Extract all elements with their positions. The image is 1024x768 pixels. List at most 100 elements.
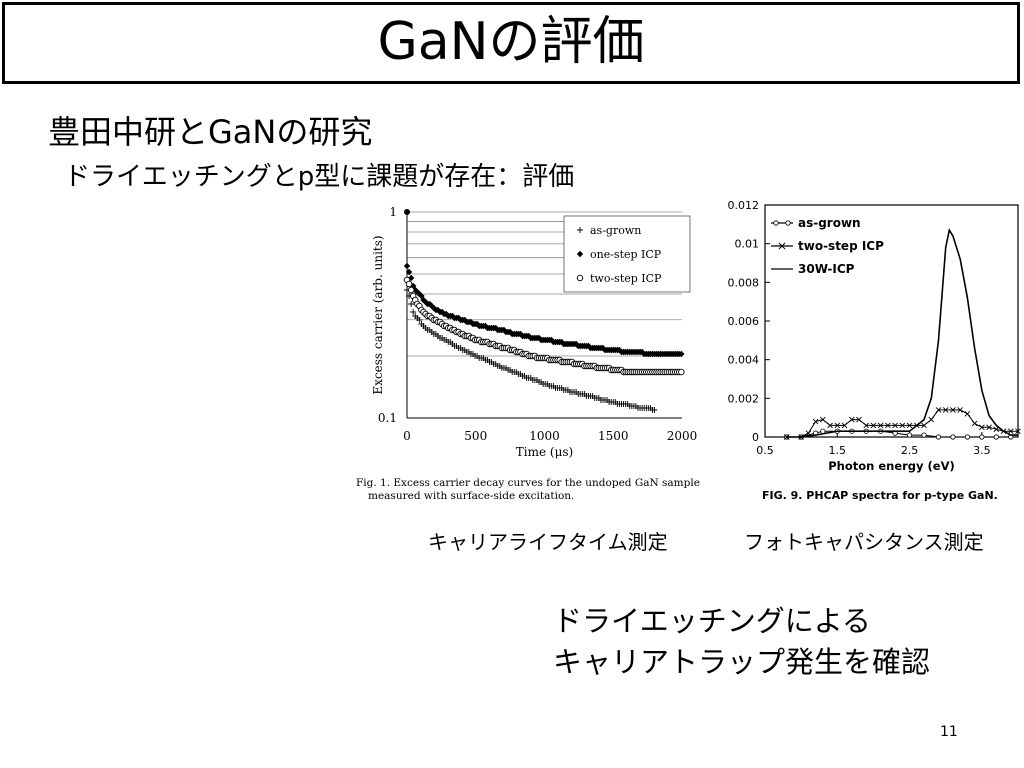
diamond-marker — [473, 320, 481, 328]
x-tick-label: 0.5 — [756, 444, 774, 457]
diamond-marker — [467, 318, 475, 326]
circle-marker — [935, 434, 942, 440]
figure-caption-line-1: Fig. 1. Excess carrier decay curves for … — [356, 477, 700, 489]
x-marker — [856, 416, 862, 423]
y-tick-label: 0.012 — [728, 199, 760, 212]
x-marker — [827, 422, 833, 429]
series-30W-ICP — [786, 227, 1018, 438]
circle-marker — [950, 434, 956, 440]
x-tick-label: 2000 — [667, 429, 698, 443]
figure-caption: FIG. 9. PHCAP spectra for p-type GaN. — [762, 489, 998, 502]
series-as-grown — [404, 287, 658, 413]
slide-subheading: ドライエッチングとp型に課題が存在：評価 — [64, 162, 575, 192]
title-box: GaNの評価 — [2, 2, 1020, 84]
x-axis-label: Photon energy (eV) — [828, 459, 955, 473]
diamond-marker — [678, 350, 685, 358]
circle-marker — [576, 274, 584, 282]
legend-label: two-step ICP — [590, 272, 662, 285]
diamond-marker — [416, 290, 423, 298]
x-marker — [921, 422, 927, 429]
legend-label: as-grown — [590, 224, 641, 237]
legend-label: 30W-ICP — [798, 262, 855, 276]
x-marker — [805, 430, 812, 436]
diamond-marker — [576, 250, 584, 258]
y-tick-label: 0.002 — [728, 392, 760, 405]
circle-marker — [993, 434, 999, 440]
diamond-marker — [517, 330, 524, 338]
diamond-marker — [461, 316, 468, 324]
diamond-marker — [616, 346, 623, 354]
legend-marker — [778, 242, 786, 250]
phcap-spectra-chart: 0 0.002 0.004 0.006 0.008 0.01 0.012 0.5 1.5 2.5 3… — [728, 199, 1021, 502]
diamond-marker — [418, 292, 425, 300]
y-tick-label: 1 — [389, 205, 397, 219]
diamond-marker — [548, 336, 555, 344]
diamond-marker — [525, 332, 532, 340]
x-marker — [1015, 428, 1021, 435]
diamond-marker — [428, 302, 435, 310]
x-marker — [892, 422, 898, 429]
x-marker — [986, 424, 992, 431]
y-tick-label: 0.006 — [728, 315, 760, 328]
x-marker — [841, 422, 848, 429]
circle-marker — [405, 280, 413, 288]
diamond-marker — [492, 324, 499, 332]
y-axis-label: Excess carrier (arb. units) — [371, 235, 385, 394]
diamond-marker — [403, 262, 411, 270]
x-marker — [899, 422, 906, 429]
series-one-step-ICP — [403, 262, 685, 358]
diamond-marker — [405, 268, 413, 276]
circle-marker — [407, 286, 415, 294]
diamond-marker — [482, 322, 489, 330]
series-line — [786, 227, 1018, 438]
diamond-marker — [558, 338, 565, 346]
diamond-marker — [449, 312, 456, 320]
legend-box — [563, 215, 691, 293]
diamond-marker — [572, 340, 580, 348]
diamond-marker — [412, 286, 419, 294]
x-marker — [942, 407, 949, 413]
diamond-marker — [430, 304, 438, 312]
x-marker — [885, 422, 891, 429]
diamond-marker — [434, 306, 442, 314]
plus-marker — [416, 317, 423, 323]
page-number: 11 — [940, 724, 958, 740]
y-tick-label: 0.004 — [728, 354, 760, 367]
diamond-marker — [422, 298, 429, 306]
diamond-marker — [414, 288, 421, 296]
diamond-marker — [455, 314, 462, 322]
x-tick-label: 500 — [464, 429, 487, 443]
legend-marker — [773, 220, 779, 226]
circle-marker — [678, 368, 685, 376]
slide-title: GaNの評価 — [377, 12, 645, 72]
series-two-step-ICP — [783, 407, 1021, 440]
x-marker — [979, 424, 985, 431]
x-marker — [848, 416, 855, 423]
x-marker — [820, 416, 826, 423]
conclusion-line-2: キャリアトラップ発生を確認 — [553, 645, 931, 679]
legend-label: as-grown — [798, 216, 861, 230]
circle-marker — [906, 432, 913, 438]
legend-label: one-step ICP — [590, 248, 662, 261]
x-marker — [957, 407, 963, 413]
diamond-marker — [638, 348, 646, 356]
carrier-decay-chart: 1 0.1 0 500 1000 1500 2000 Time (μs) Excess carr… — [356, 205, 700, 502]
diamond-marker — [420, 296, 427, 304]
diamond-marker — [409, 282, 417, 290]
x-tick-label: 2.5 — [901, 444, 919, 457]
conclusion-line-1: ドライエッチングによる — [553, 604, 871, 638]
x-tick-label: 1.5 — [829, 444, 847, 457]
diamond-marker — [599, 344, 607, 352]
diamond-marker — [426, 300, 433, 308]
series-two-step-ICP — [403, 276, 685, 376]
diamond-marker — [438, 308, 446, 316]
x-marker — [1007, 428, 1014, 435]
caption-lifetime: キャリアライフタイム測定 — [428, 530, 668, 554]
diamond-marker — [500, 326, 508, 334]
x-marker — [870, 422, 877, 429]
x-marker — [950, 407, 956, 413]
x-tick-label: 0 — [403, 429, 411, 443]
circle-marker — [964, 434, 970, 440]
x-marker — [964, 410, 971, 417]
x-marker — [877, 422, 884, 429]
